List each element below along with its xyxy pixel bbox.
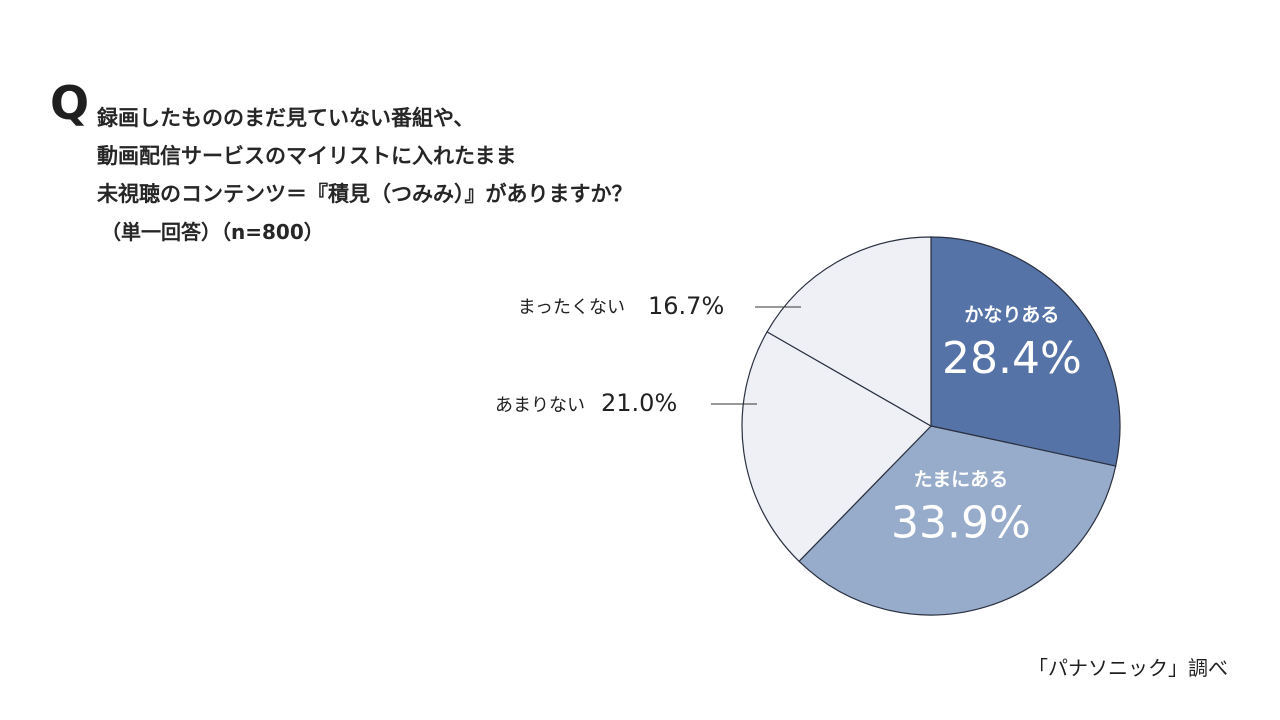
slice-label-1: かなりある [964,304,1059,326]
pie-slice-3 [741,331,932,563]
question-subtext: （単一回答）（n=800） [101,220,324,244]
pie-slices [741,236,1121,616]
question-mark: Q [50,76,90,130]
pie-slice-4 [766,236,932,428]
question-line-3: 未視聴のコンテンツ＝『積見（つみみ）』がありますか？ [97,182,633,206]
slice-value-1: 28.4% [942,333,1082,384]
source-note: 「パナソニック」調べ [1028,656,1228,680]
slice-value-2: 33.9% [891,498,1031,549]
question-line-1: 録画したもののまだ見ていない番組や、 [97,106,475,130]
slice-label-2: たまにある [914,469,1008,491]
pie-labels: かなりある 28.4% たまにある 33.9% あまりない 21.0% まったくない 16.7… [495,292,1082,549]
slice-value-4: 16.7% [648,292,724,320]
slice-label-3: あまりない [495,395,585,416]
slice-value-3: 21.0% [601,389,677,417]
question-line-2: 動画配信サービスのマイリストに入れたまま [97,144,517,168]
pie-slice-1 [930,236,1121,467]
question-text: 録画したもののまだ見ていない番組や、 動画配信サービスのマイリストに入れたまま … [97,99,633,251]
slice-label-4: まったくない [518,297,625,318]
pie-slice-2 [798,425,1117,616]
